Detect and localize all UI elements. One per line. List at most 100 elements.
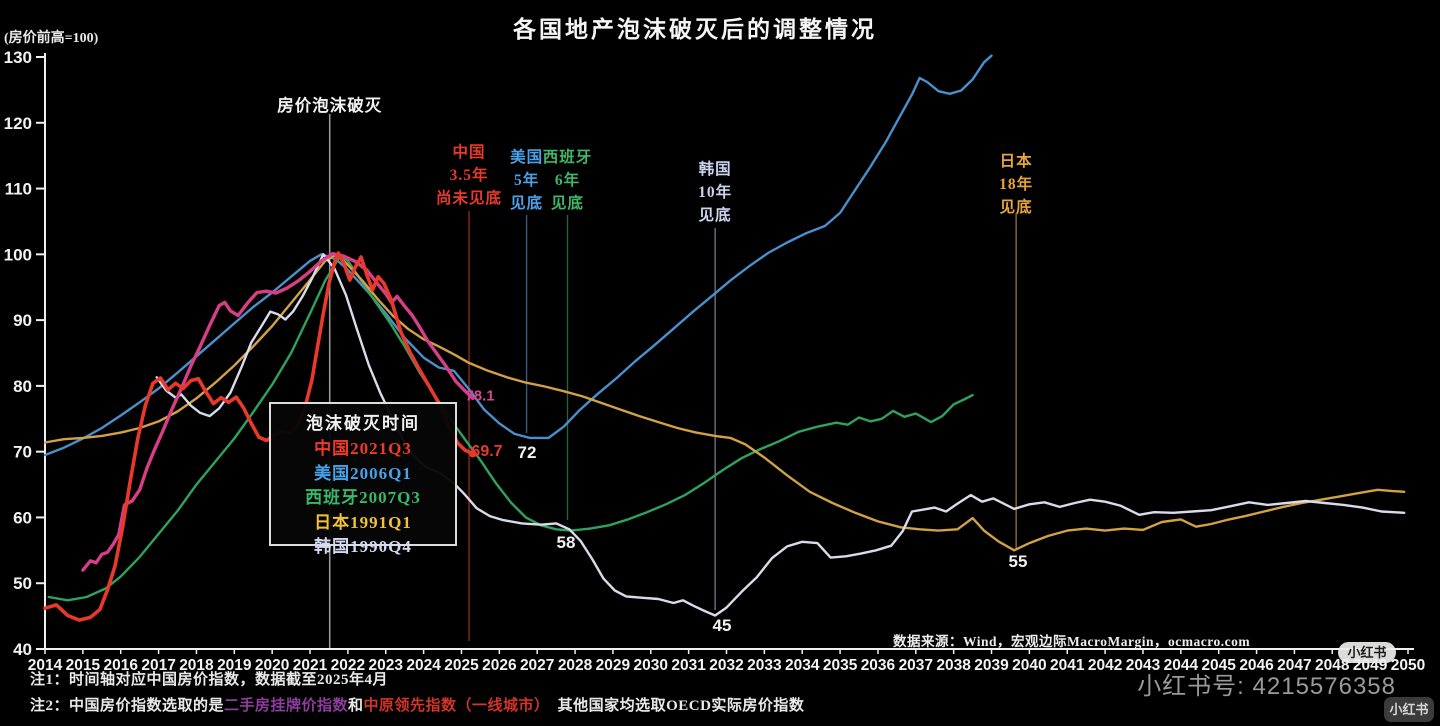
x-tick-label: 2016: [103, 657, 138, 674]
annotation-line: 尚未见底: [436, 190, 503, 207]
axes: [44, 53, 1414, 650]
x-tick-label: 2028: [558, 657, 593, 674]
annotation-line: 18年: [999, 176, 1034, 193]
y-tick-label: 50: [13, 574, 32, 593]
annotation-西班牙: 西班牙 6年见底: [543, 146, 593, 215]
x-tick-label: 2027: [520, 657, 554, 674]
annotation-line: 见底: [999, 199, 1033, 216]
y-tick-label: 130: [4, 48, 32, 67]
xiaohongshu-watermark-top: 小红书: [1338, 642, 1396, 663]
x-tick-label: 2039: [974, 657, 1009, 674]
x-tick-label: 2046: [1239, 657, 1274, 674]
y-tick-label: 40: [13, 640, 32, 659]
series-line-us: [43, 54, 993, 457]
annotation-line: 见底: [550, 195, 584, 212]
y-tick-label: 100: [4, 245, 32, 264]
x-tick-label: 2024: [406, 657, 441, 674]
y-tick-label: 110: [5, 180, 32, 199]
y-tick-label: 80: [13, 377, 32, 396]
x-tick-label: 2034: [785, 657, 820, 674]
value-label-58: 58: [556, 533, 576, 552]
x-tick-label: 2026: [482, 657, 517, 674]
annotation-line: 中国: [452, 144, 486, 161]
x-tick-label: 2014: [28, 657, 63, 674]
note-1: 注1：时间轴对应中国房价指数，数据截至2025年4月: [30, 672, 389, 688]
note-2: 注2：中国房价指数选取的是二手房挂牌价指数和中原领先指数（一线城市） 其他国家均…: [30, 694, 804, 715]
note-2-part: 中原领先指数（一线城市）: [363, 698, 543, 714]
x-tick-label: 2033: [747, 657, 782, 674]
bubble-burst-label: 房价泡沫破灭: [277, 96, 383, 115]
y-tick-label: 60: [13, 508, 32, 527]
legend-item-韩国1990Q4: 韩国1990Q4: [314, 537, 412, 556]
value-label-72: 72: [517, 443, 537, 462]
x-tick-label: 2036: [861, 657, 896, 674]
annotation-line: 3.5年: [449, 167, 489, 184]
legend-box: 泡沫破灭时间 中国2021Q3 美国2006Q1 西班牙2007Q3 日本1991Q1…: [269, 402, 457, 556]
x-tick-label: 2041: [1050, 657, 1085, 674]
x-tick-label: 2044: [1164, 657, 1199, 674]
note-2-part: 其他国家均选取OECD实际房价指数: [542, 698, 805, 714]
annotation-中国: 中国 3.5年尚未见底: [436, 141, 502, 210]
y-axis-note: (房价前高=100): [4, 31, 99, 46]
x-tick-label: 2045: [1201, 657, 1236, 674]
x-tick-label: 2021: [293, 657, 328, 674]
x-tick-label: 2022: [331, 657, 365, 674]
page-title: 各国地产泡沫破灭后的调整情况: [513, 17, 877, 42]
x-tick-label: 2043: [1126, 657, 1161, 674]
annotation-美国: 美国 5年见底: [510, 146, 543, 215]
value-label-69.7: 69.7: [471, 443, 503, 460]
xiaohongshu-account-id: 小红书号: 4215576358: [1137, 673, 1396, 700]
xiaohongshu-watermark-bottom: 小红书: [1384, 697, 1434, 722]
value-label-45: 45: [712, 616, 732, 635]
x-tick-label: 2037: [899, 657, 933, 674]
x-tick-label: 2015: [66, 657, 101, 674]
x-tick-label: 2030: [634, 657, 668, 674]
y-tick-label: 70: [13, 443, 32, 462]
legend-item-西班牙2007Q3: 西班牙2007Q3: [305, 488, 421, 507]
y-tick-label: 120: [4, 114, 32, 133]
x-tick-label: 2031: [671, 657, 706, 674]
annotation-line: 西班牙: [542, 149, 593, 166]
legend-title: 泡沫破灭时间: [306, 414, 420, 433]
x-tick-label: 2019: [217, 657, 252, 674]
annotation-韩国: 韩国 10年见底: [698, 158, 732, 227]
legend-item-中国2021Q3: 中国2021Q3: [314, 439, 412, 458]
annotation-line: 日本: [999, 153, 1033, 170]
annotation-line: 韩国: [698, 161, 732, 178]
annotation-line: 6年: [554, 172, 581, 189]
x-tick-label: 2038: [936, 657, 971, 674]
x-tick-label: 2047: [1277, 657, 1311, 674]
legend-rows: 中国2021Q3 美国2006Q1 西班牙2007Q3 日本1991Q1 韩国1990Q…: [271, 437, 455, 560]
x-tick-label: 2035: [823, 657, 858, 674]
x-tick-label: 2023: [369, 657, 404, 674]
annotation-line: 5年: [513, 172, 540, 189]
annotation-line: 美国: [510, 149, 544, 166]
series-line-china-secondhand: [81, 252, 475, 572]
series-line-spain: [47, 254, 974, 602]
legend-item-日本1991Q1: 日本1991Q1: [314, 512, 412, 532]
x-tick-label: 2040: [1012, 657, 1046, 674]
x-tick-label: 2025: [444, 657, 479, 674]
annotation-line: 见底: [698, 207, 732, 224]
annotation-line: 10年: [698, 184, 733, 201]
annotation-日本: 日本 18年见底: [999, 150, 1033, 219]
x-tick-label: 2050: [1391, 657, 1425, 674]
x-tick-label: 2029: [596, 657, 631, 674]
x-tick-label: 2032: [709, 657, 743, 674]
x-tick-label: 2018: [179, 657, 214, 674]
data-source: 数据来源：Wind，宏观边际MacroMargin，ocmacro.com: [893, 634, 1251, 649]
series-end-dot-china-centaline: [469, 449, 477, 458]
x-tick-label: 2017: [141, 657, 175, 674]
x-tick-label: 2042: [1088, 657, 1122, 674]
value-label-55: 55: [1008, 552, 1028, 571]
value-label-78.1: 78.1: [465, 387, 495, 405]
note-2-part: 和: [348, 698, 364, 714]
y-tick-label: 90: [13, 311, 32, 330]
x-tick-label: 2048: [1315, 657, 1350, 674]
note-2-part: 注2：中国房价指数选取的是: [30, 698, 225, 714]
series-line-japan: [43, 253, 1406, 552]
legend-item-美国2006Q1: 美国2006Q1: [314, 463, 412, 483]
series-line-korea: [155, 253, 1406, 617]
annotation-line: 见底: [510, 195, 544, 212]
